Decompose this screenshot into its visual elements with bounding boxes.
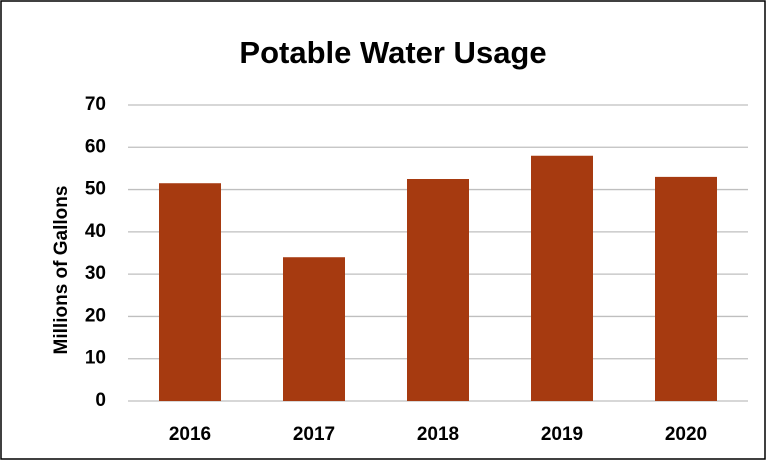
y-tick-label: 40 [85,221,106,242]
chart-title: Potable Water Usage [239,35,546,70]
y-tick-label: 70 [85,94,106,115]
y-tick-label: 60 [85,136,106,157]
y-tick-label: 0 [95,390,106,411]
bar [407,179,469,401]
y-tick-label: 50 [85,179,106,200]
y-tick-label: 10 [85,348,106,369]
x-tick-label: 2019 [541,424,583,445]
y-tick-label: 30 [85,263,106,284]
x-tick-label: 2017 [293,424,335,445]
bar [655,176,717,401]
x-tick-label: 2018 [417,424,459,445]
y-tick-label: 20 [85,305,106,326]
bar [159,183,221,401]
y-axis-title: Millions of Gallons [51,186,72,355]
bar [531,155,593,401]
x-tick-label: 2016 [169,424,211,445]
bar [283,257,345,401]
x-tick-label: 2020 [665,424,707,445]
